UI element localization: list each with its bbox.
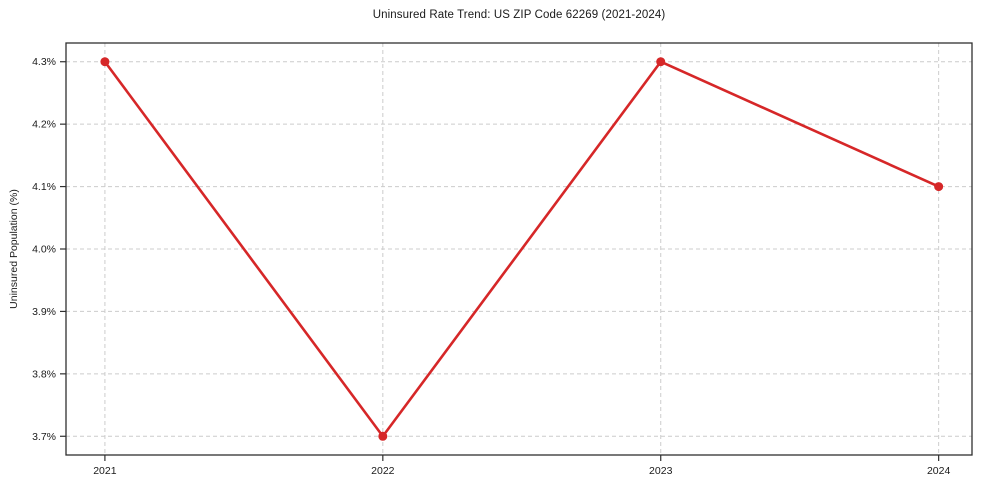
y-tick-label: 4.3% [32, 56, 56, 68]
y-tick-label: 4.0% [32, 244, 56, 256]
x-tick-label: 2021 [93, 465, 117, 477]
x-tick-label: 2022 [371, 465, 395, 477]
data-point [100, 57, 110, 67]
data-point [378, 431, 388, 441]
data-point [656, 57, 666, 67]
data-point [934, 182, 944, 192]
x-tick-label: 2024 [927, 465, 951, 477]
y-tick-label: 3.8% [32, 368, 56, 380]
y-tick-label: 4.2% [32, 119, 56, 131]
y-tick-label: 3.7% [32, 431, 56, 443]
y-tick-label: 3.9% [32, 306, 56, 318]
chart-title: Uninsured Rate Trend: US ZIP Code 62269 … [372, 9, 666, 21]
y-tick-label: 4.1% [32, 181, 56, 193]
trend-line [103, 60, 940, 438]
x-tick-label: 2023 [649, 465, 673, 477]
